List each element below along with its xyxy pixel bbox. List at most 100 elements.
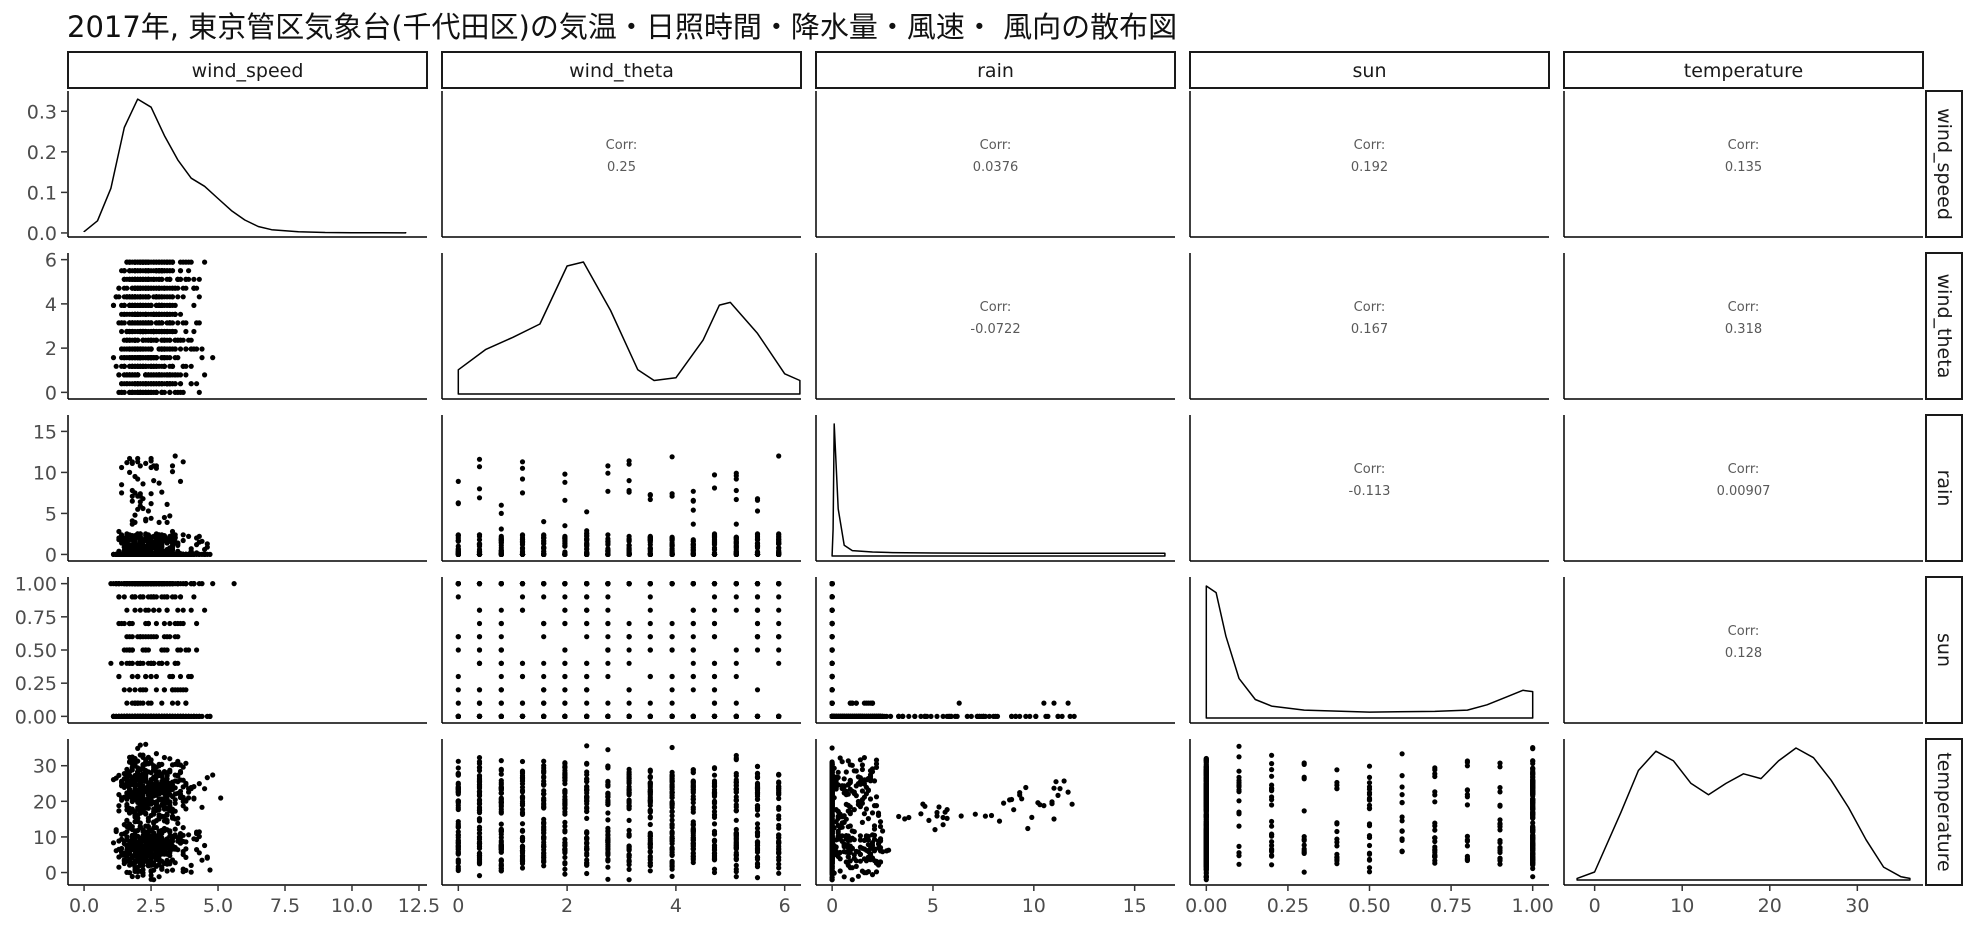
- scatter-point: [153, 294, 159, 300]
- scatter-point: [690, 551, 696, 558]
- scatter-point: [186, 268, 192, 274]
- scatter-point: [605, 634, 611, 640]
- scatter-point: [541, 634, 547, 640]
- scatter-point: [148, 660, 154, 666]
- y-tick-label: 2: [45, 338, 57, 360]
- scatter-point: [605, 470, 611, 476]
- scatter-point: [186, 647, 192, 653]
- scatter-point: [584, 581, 590, 587]
- scatter-point: [690, 620, 696, 627]
- scatter-point: [164, 501, 170, 507]
- scatter-point: [626, 660, 632, 666]
- scatter-point: [129, 389, 135, 395]
- scatter-point: [711, 713, 718, 720]
- scatter-point: [148, 700, 154, 706]
- scatter-point: [191, 276, 197, 282]
- scatter-point: [137, 607, 143, 613]
- scatter-point: [161, 268, 167, 274]
- scatter-point: [167, 363, 173, 369]
- scatter-point: [519, 532, 526, 538]
- scatter-point: [669, 687, 675, 693]
- scatter-point: [711, 485, 718, 491]
- scatter-point: [498, 502, 504, 508]
- scatter-point: [145, 713, 151, 720]
- corr-value: 0.00907: [1717, 484, 1771, 499]
- y-tick-label: 10: [33, 462, 57, 484]
- scatter-point: [124, 544, 130, 550]
- scatter-point: [161, 620, 167, 627]
- scatter-point: [121, 687, 127, 693]
- scatter-point: [180, 532, 186, 538]
- corr-label: Corr:: [1354, 462, 1386, 477]
- scatter-point: [562, 471, 568, 477]
- scatter-point: [733, 713, 739, 720]
- scatter-point: [169, 294, 176, 300]
- scatter-point: [690, 634, 696, 640]
- scatter-point: [191, 302, 197, 308]
- scatter-point: [183, 328, 189, 335]
- scatter-point: [151, 328, 157, 335]
- scatter-point: [137, 531, 143, 537]
- scatter-point: [177, 372, 184, 378]
- strip-wind_theta: [441, 51, 802, 89]
- scatter-point: [455, 713, 461, 720]
- scatter-point: [140, 346, 146, 352]
- density-curve-wind_speed: [83, 98, 407, 234]
- scatter-point: [519, 476, 526, 482]
- scatter-point: [455, 501, 461, 507]
- scatter-point: [177, 551, 184, 558]
- row-strip-temperature: [1925, 738, 1963, 886]
- scatter-point: [541, 540, 547, 546]
- scatter-point: [647, 700, 653, 706]
- scatter-point: [175, 700, 181, 706]
- scatter-point: [161, 514, 167, 521]
- scatter-point: [119, 490, 125, 496]
- scatter-point: [172, 346, 178, 352]
- x-tick-label: 4: [670, 895, 682, 917]
- scatter-point: [562, 713, 568, 720]
- x-tick-label: 5: [927, 895, 939, 917]
- scatter-point: [169, 469, 176, 475]
- scatter-point: [169, 463, 176, 469]
- scatter-point: [159, 544, 165, 550]
- scatter-point: [124, 460, 130, 466]
- scatter-point: [476, 634, 483, 640]
- scatter-point: [191, 594, 197, 600]
- scatter-point: [140, 647, 146, 653]
- scatter-point: [153, 687, 159, 693]
- scatter-point: [191, 551, 197, 558]
- scatter-point: [498, 634, 504, 640]
- scatter-point: [161, 337, 167, 343]
- scatter-point: [888, 713, 894, 720]
- scatter-point: [626, 647, 632, 653]
- scatter-point: [647, 634, 653, 640]
- scatter-point: [148, 363, 154, 369]
- scatter-point: [129, 311, 135, 317]
- scatter-point: [647, 673, 653, 680]
- scatter-point: [159, 700, 165, 706]
- scatter-point: [167, 259, 173, 265]
- scatter-point: [584, 620, 590, 627]
- scatter-point: [605, 700, 611, 706]
- scatter-point: [175, 540, 181, 546]
- scatter-panel-rain-vs-wind_theta: [455, 453, 782, 558]
- scatter-point: [143, 687, 149, 693]
- scatter-point: [605, 594, 611, 600]
- scatter-point: [175, 355, 181, 361]
- scatter-point: [167, 513, 173, 519]
- y-tick-label: 0: [45, 382, 57, 404]
- scatter-point: [121, 594, 127, 600]
- scatter-point: [455, 535, 461, 541]
- scatter-point: [143, 607, 149, 613]
- scatter-point: [669, 647, 675, 653]
- scatter-point: [121, 268, 127, 274]
- scatter-point: [143, 518, 149, 524]
- scatter-point: [143, 460, 149, 466]
- scatter-point: [161, 346, 167, 352]
- scatter-point: [156, 480, 162, 486]
- scatter-point: [172, 713, 178, 720]
- scatter-point: [754, 620, 761, 627]
- scatter-point: [129, 713, 135, 720]
- scatter-point: [164, 647, 170, 653]
- x-tick-label: 0.00: [1185, 895, 1227, 917]
